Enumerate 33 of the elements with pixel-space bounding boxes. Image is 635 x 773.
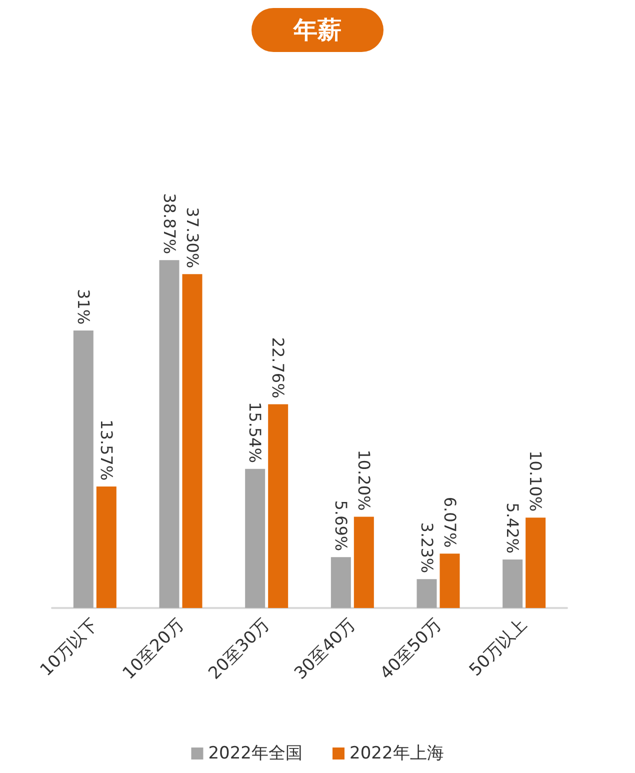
bar [440,554,460,608]
data-label: 6.07% [440,496,460,548]
legend-label: 2022年全国 [208,744,302,764]
data-label: 3.23% [417,522,436,574]
bar [182,274,202,608]
data-label: 22.76% [268,337,288,398]
x-tick-label: 10至20万 [119,614,188,684]
bar [73,330,94,608]
x-tick-label: 20至30万 [204,614,274,684]
data-label: 13.57% [96,420,116,481]
chart-title: 年薪 [292,16,342,44]
x-tick-label: 50万以上 [466,614,532,680]
data-label: 38.87% [160,193,179,254]
bar [416,579,437,608]
data-label: 10.20% [354,450,374,511]
data-label: 31% [74,288,93,325]
bar [96,486,116,608]
bar [268,404,288,608]
data-label: 5.69% [331,500,350,552]
x-tick-label: 30至40万 [290,614,360,684]
data-label: 15.54% [246,402,265,463]
bar [159,260,180,608]
data-label: 5.42% [503,502,522,554]
x-tick-label: 40至50万 [376,614,446,684]
data-label: 10.10% [526,450,546,512]
bar [526,518,546,608]
bar [502,559,523,608]
legend-label: 2022年上海 [350,744,444,764]
bar [354,516,374,608]
data-label: 37.30% [182,207,202,268]
bar [245,468,266,608]
x-tick-label: 10万以下 [36,614,102,680]
bar [330,557,351,608]
